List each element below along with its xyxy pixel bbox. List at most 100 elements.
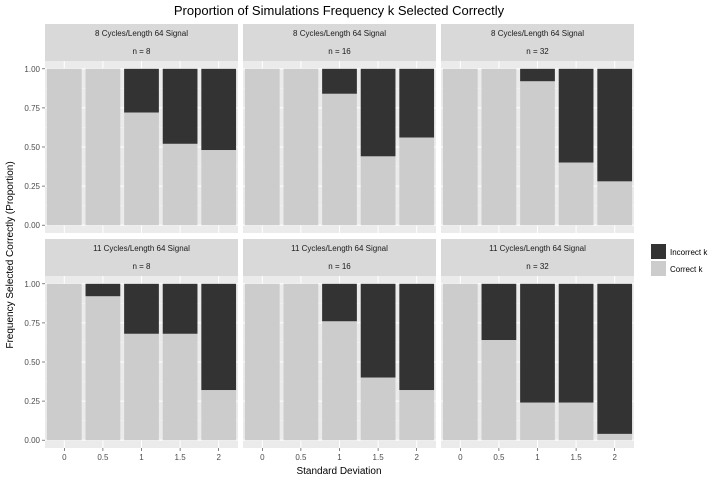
y-tick-label: 0.75 [24,319,40,328]
x-axis-title: Standard Deviation [296,466,381,477]
x-tick-label: 0.5 [97,453,109,462]
bar-incorrect-k [520,68,555,82]
bar-incorrect-k [558,283,594,403]
bar-correct-k [244,283,280,441]
legend-label: Correct k [670,265,703,274]
facet-strip-title: 11 Cycles/Length 64 Signal [489,244,586,253]
bar-correct-k [597,433,633,441]
y-tick-label: 0.75 [24,104,40,113]
bar-correct-k [46,283,82,441]
x-tick-label: 2 [612,453,617,462]
facet-panel: 8 Cycles/Length 64 Signal n = 16 [243,24,436,233]
facet-strip [45,24,238,61]
facet-strip-sample-size: n = 8 [132,262,151,271]
facet-strip-sample-size: n = 16 [328,47,351,56]
x-tick-label: 1.5 [571,453,583,462]
y-tick-label: 1.00 [24,280,40,289]
bar-correct-k [558,402,594,441]
x-tick-label: 1.5 [175,453,187,462]
facet-strip-sample-size: n = 8 [132,47,151,56]
facet-strip [243,239,436,276]
x-tick-label: 2 [216,453,221,462]
chart-title: Proportion of Simulations Frequency k Se… [174,3,505,18]
facet-strip [243,24,436,61]
y-tick-label: 0.25 [24,397,40,406]
bar-correct-k [201,390,237,441]
legend: Incorrect k Correct k [651,244,708,276]
bar-correct-k [124,112,159,226]
x-tick-label: 2 [414,453,419,462]
facet-strip [45,239,238,276]
bar-incorrect-k [124,68,159,113]
bar-correct-k [442,68,478,226]
y-axis-tick-labels: 0.00 0.25 0.50 0.75 1.00 0.00 0.25 0.50 0.75 1.00 [24,65,45,445]
bar-incorrect-k [162,283,198,334]
facet-panel: 11 Cycles/Length 64 Signal n = 16 [243,239,436,448]
bar-correct-k [481,68,517,226]
bar-incorrect-k [520,283,555,403]
y-tick-label: 0.50 [24,143,40,152]
bar-correct-k [597,181,633,226]
facet-strip-sample-size: n = 32 [526,47,549,56]
bar-incorrect-k [558,68,594,163]
bar-incorrect-k [597,283,633,434]
bar-correct-k [85,296,121,441]
facet-strip [441,24,634,61]
y-tick-label: 0.00 [24,221,40,230]
bar-correct-k [46,68,82,226]
x-axis-tick-labels: 0 0.5 1 1.5 2 0 0.5 1 1.5 2 0 0.5 1 1.5 2 [62,448,617,462]
bar-correct-k [124,333,159,441]
bar-correct-k [360,156,396,226]
facet-strip-title: 8 Cycles/Length 64 Signal [491,29,584,38]
bar-incorrect-k [399,283,435,391]
facet-strip-sample-size: n = 32 [526,262,549,271]
bar-correct-k [520,402,555,441]
bar-correct-k [201,150,237,226]
bar-correct-k [85,68,121,226]
bar-incorrect-k [481,283,517,341]
y-tick-label: 0.50 [24,358,40,367]
bar-incorrect-k [360,68,396,157]
x-tick-label: 1 [139,453,144,462]
facet-strip-title: 11 Cycles/Length 64 Signal [291,244,388,253]
x-tick-label: 1 [337,453,342,462]
bar-correct-k [283,68,319,226]
bar-incorrect-k [322,283,357,322]
bar-correct-k [244,68,280,226]
facet-strip-title: 11 Cycles/Length 64 Signal [93,244,190,253]
bar-correct-k [283,283,319,441]
facet-strip [441,239,634,276]
x-tick-label: 1.5 [373,453,385,462]
legend-swatch [651,261,666,276]
bar-incorrect-k [162,68,198,144]
bar-incorrect-k [201,283,237,391]
bar-correct-k [399,390,435,441]
bar-correct-k [520,81,555,226]
bar-correct-k [442,283,478,441]
bar-correct-k [322,321,357,441]
facet-strip-title: 8 Cycles/Length 64 Signal [293,29,386,38]
y-tick-label: 0.00 [24,436,40,445]
y-tick-label: 0.25 [24,182,40,191]
bar-incorrect-k [124,283,159,334]
x-tick-label: 0 [62,453,67,462]
bar-correct-k [399,137,435,226]
facet-strip-sample-size: n = 16 [328,262,351,271]
bar-correct-k [162,333,198,441]
x-tick-label: 0 [260,453,265,462]
facet-panel: 11 Cycles/Length 64 Signal n = 8 [45,239,238,448]
bar-correct-k [322,93,357,226]
x-tick-label: 0 [458,453,463,462]
chart-panels: 8 Cycles/Length 64 Signal n = 8 8 Cycles/L… [45,24,634,448]
bar-correct-k [558,162,594,226]
facet-panel: 11 Cycles/Length 64 Signal n = 32 [441,239,634,448]
facet-strip-title: 8 Cycles/Length 64 Signal [95,29,188,38]
bar-incorrect-k [201,68,237,151]
bar-correct-k [162,143,198,226]
bar-incorrect-k [322,68,357,94]
facet-panel: 8 Cycles/Length 64 Signal n = 32 [441,24,634,233]
bar-incorrect-k [85,283,121,297]
legend-label: Incorrect k [670,248,708,257]
x-tick-label: 1 [535,453,540,462]
